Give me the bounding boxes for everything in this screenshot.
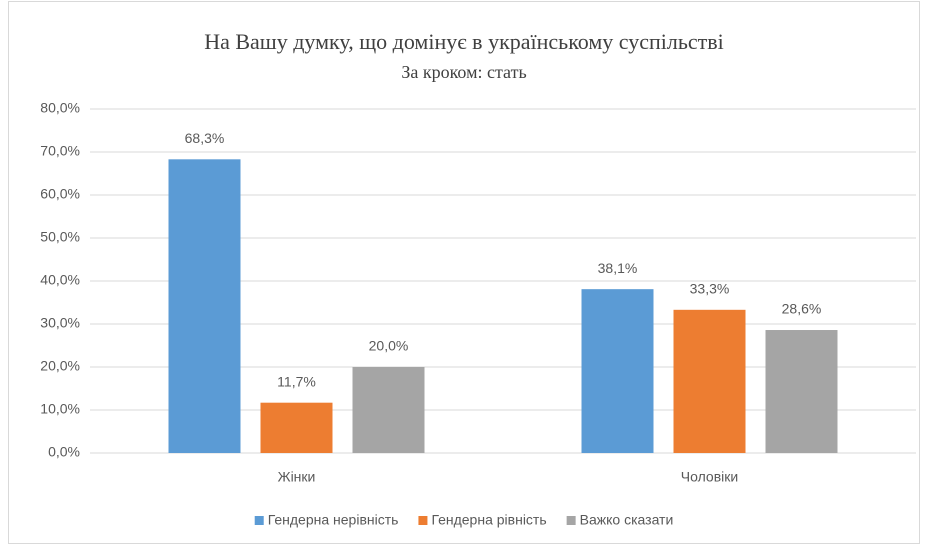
y-tick-label: 30,0% (40, 315, 80, 331)
legend-label: Гендерна нерівність (268, 512, 399, 528)
bar (673, 309, 746, 453)
bar (352, 367, 425, 453)
y-tick-label: 10,0% (40, 401, 80, 417)
legend-label: Важко сказати (580, 512, 674, 528)
bar (168, 159, 241, 453)
chart-border (8, 1, 920, 544)
legend-swatch (254, 516, 264, 525)
y-tick-label: 80,0% (40, 100, 80, 116)
y-tick-label: 60,0% (40, 186, 80, 202)
chart-subtitle: За кроком: стать (401, 62, 526, 82)
legend-swatch (418, 516, 428, 525)
value-label: 20,0% (369, 338, 409, 354)
value-label: 33,3% (690, 281, 730, 297)
y-tick-label: 40,0% (40, 272, 80, 288)
legend-swatch (566, 516, 576, 525)
chart-title: На Вашу думку, що домінує в українському… (204, 29, 724, 54)
value-label: 28,6% (782, 301, 822, 317)
x-tick-label: Чоловіки (681, 469, 738, 485)
bar (260, 402, 333, 453)
value-label: 11,7% (277, 373, 316, 389)
bar (581, 289, 654, 453)
value-label: 68,3% (185, 130, 225, 146)
legend-label: Гендерна рівність (431, 512, 546, 528)
value-label: 38,1% (598, 260, 638, 276)
y-tick-label: 0,0% (48, 444, 80, 460)
x-tick-label: Жінки (278, 469, 316, 485)
y-tick-label: 20,0% (40, 358, 80, 374)
y-tick-label: 50,0% (40, 229, 80, 245)
bar (765, 330, 838, 453)
y-tick-label: 70,0% (40, 143, 80, 159)
